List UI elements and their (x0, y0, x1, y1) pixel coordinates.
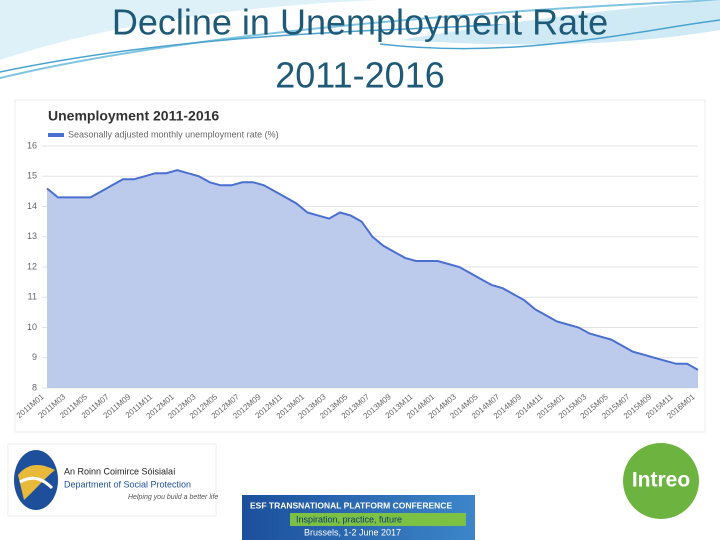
decor-swoosh (0, 0, 720, 79)
y-tick-label: 11 (28, 292, 37, 302)
esf-place: Brussels, 1-2 June 2017 (304, 527, 401, 537)
legend-swatch (48, 133, 64, 137)
y-tick-label: 14 (27, 201, 37, 211)
y-tick-label: 9 (32, 352, 37, 362)
dept-logo: An Roinn Coimirce Sóisialaí Department o… (7, 443, 218, 517)
slide-title: 2011-2016 (275, 55, 445, 96)
area-fill (47, 170, 698, 388)
dept-irish: An Roinn Coimirce Sóisialaí (64, 466, 176, 476)
esf-subtitle: Inspiration, practice, future (296, 514, 402, 524)
slide-title: Decline in Unemployment Rate (112, 2, 608, 43)
y-tick-label: 10 (27, 322, 37, 332)
esf-title: ESF TRANSNATIONAL PLATFORM CONFERENCE (250, 500, 452, 510)
intreo-label: Intreo (632, 469, 690, 492)
intreo-logo: Intreo (623, 443, 699, 519)
y-tick-label: 15 (27, 171, 37, 181)
y-tick-label: 12 (27, 261, 37, 271)
y-tick-label: 16 (27, 140, 37, 150)
esf-banner: ESF TRANSNATIONAL PLATFORM CONFERENCE In… (242, 495, 475, 540)
dept-tagline: Helping you build a better life (128, 494, 218, 501)
line (46, 169, 699, 371)
y-tick-label: 8 (32, 382, 37, 392)
chart-title: Unemployment 2011-2016 (48, 108, 219, 124)
legend-label: Seasonally adjusted monthly unemployment… (68, 129, 279, 139)
y-tick-label: 13 (27, 231, 37, 241)
dept-english: Department of Social Protection (64, 479, 191, 489)
